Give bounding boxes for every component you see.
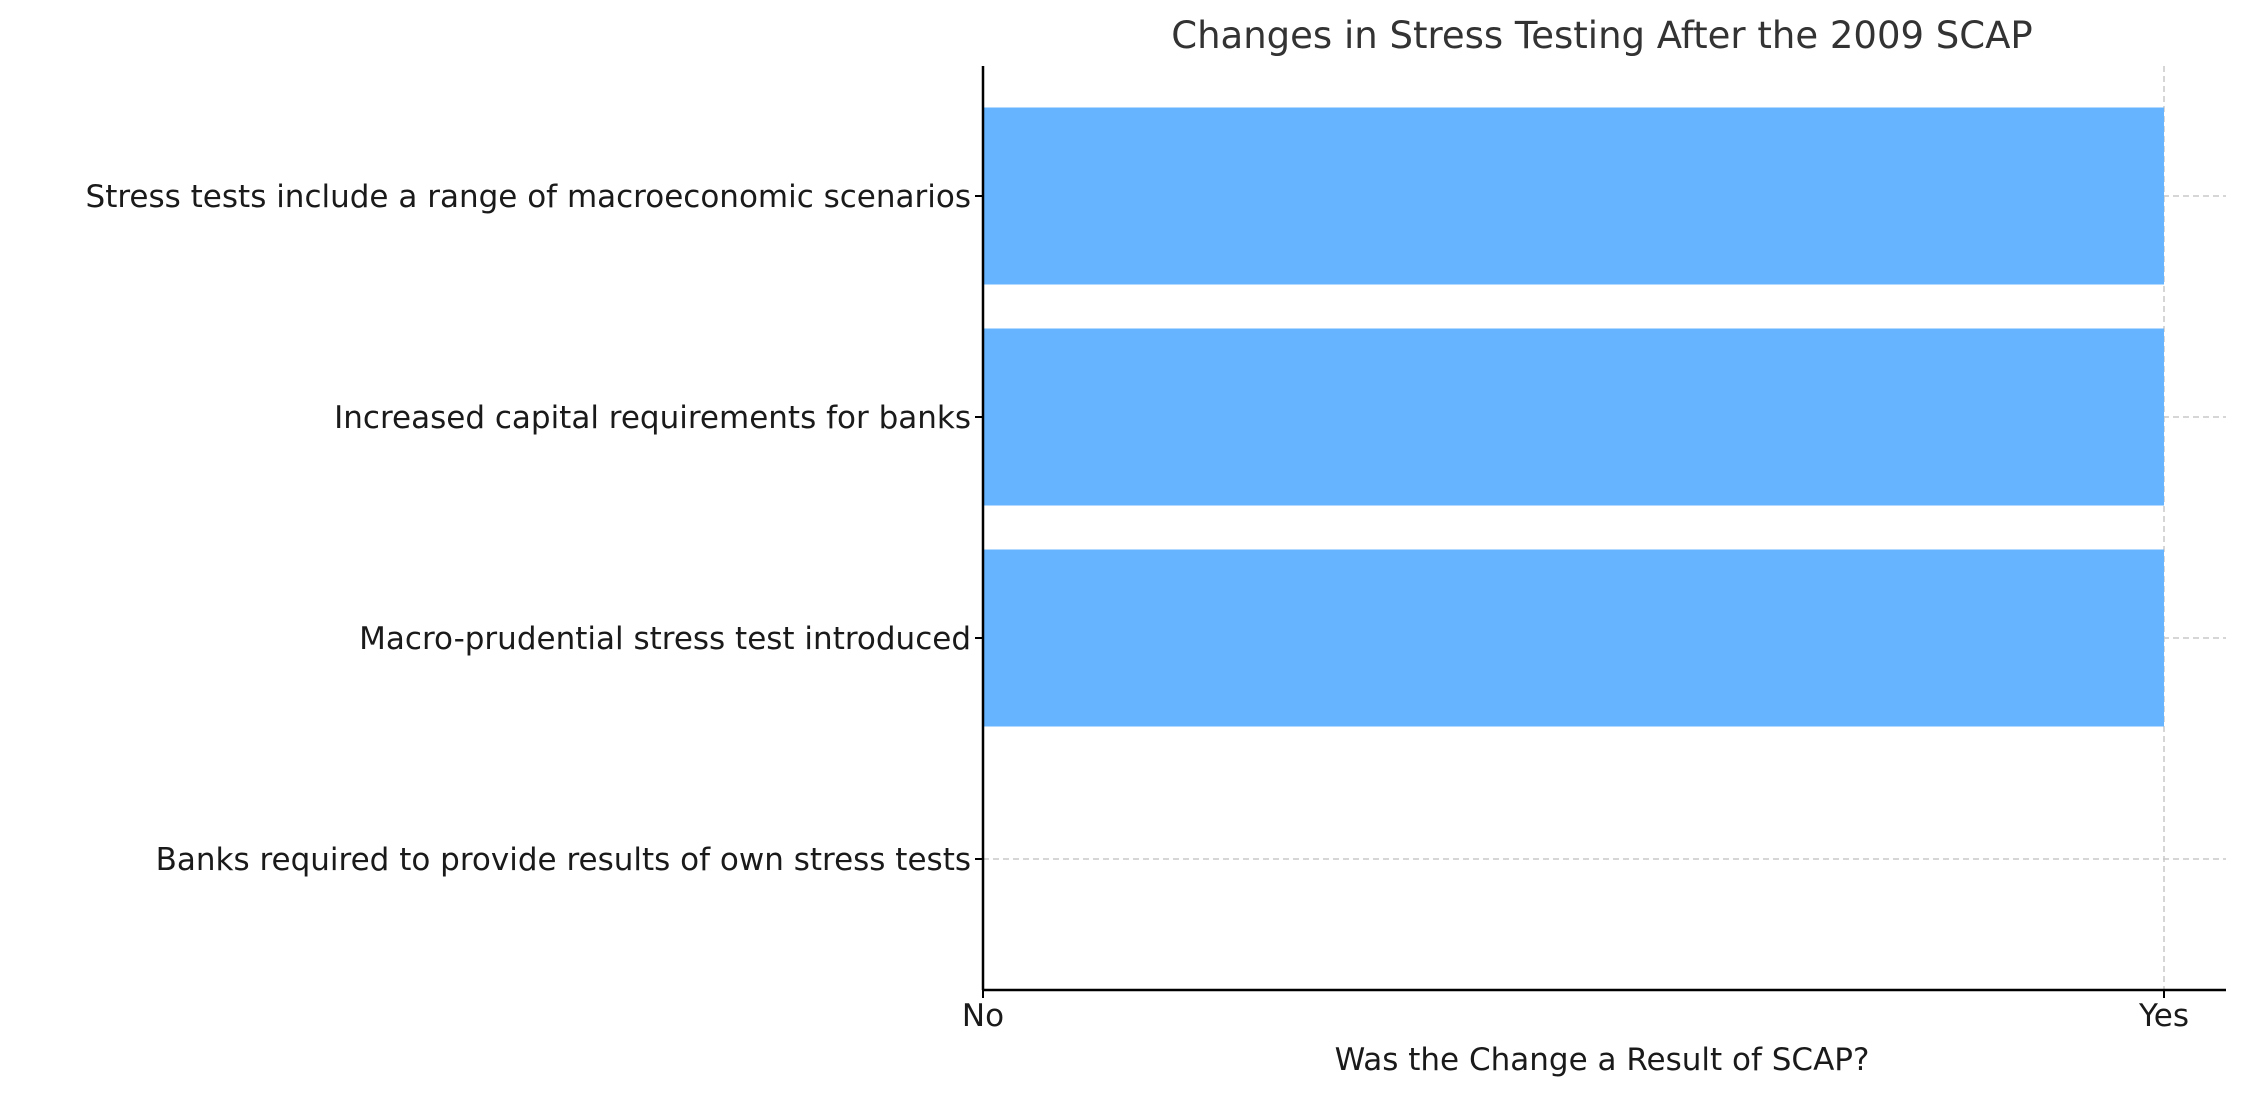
axes bbox=[975, 66, 2226, 998]
y-tick-labels: Stress tests include a range of macroeco… bbox=[86, 179, 971, 878]
x-tick-label: No bbox=[962, 998, 1004, 1034]
bar bbox=[983, 328, 2164, 506]
x-axis-label: Was the Change a Result of SCAP? bbox=[1335, 1042, 1870, 1078]
bars bbox=[983, 107, 2164, 727]
y-tick-label: Macro-prudential stress test introduced bbox=[359, 621, 971, 657]
y-tick-label: Banks required to provide results of own… bbox=[156, 842, 971, 878]
x-tick-labels: No Yes bbox=[962, 998, 2189, 1034]
bar bbox=[983, 107, 2164, 285]
y-tick-label: Increased capital requirements for banks bbox=[334, 400, 971, 436]
bar bbox=[983, 549, 2164, 727]
y-tick-label: Stress tests include a range of macroeco… bbox=[86, 179, 971, 215]
x-tick-label: Yes bbox=[2138, 998, 2189, 1034]
chart-title: Changes in Stress Testing After the 2009… bbox=[1171, 14, 2032, 57]
